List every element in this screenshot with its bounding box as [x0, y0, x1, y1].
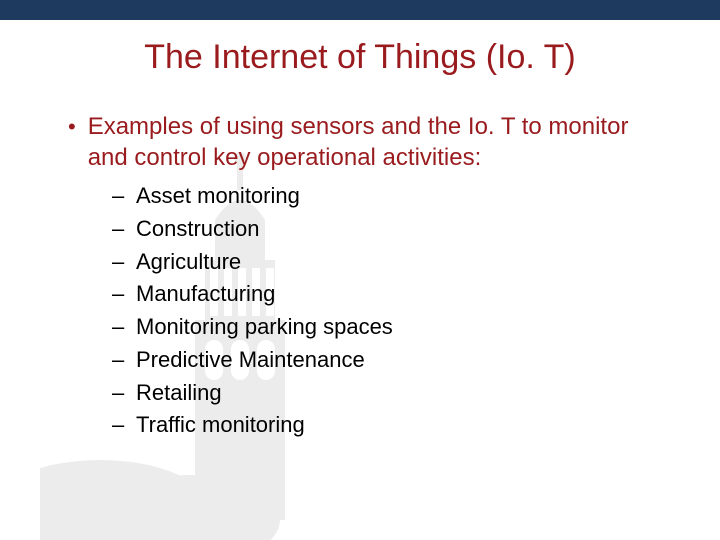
slide-content: The Internet of Things (Io. T) • Example…	[0, 20, 720, 440]
list-item-text: Monitoring parking spaces	[136, 312, 393, 342]
main-bullet: • Examples of using sensors and the Io. …	[68, 111, 670, 173]
top-bar	[0, 0, 720, 20]
list-item-text: Predictive Maintenance	[136, 345, 365, 375]
dash-icon: –	[112, 216, 126, 242]
list-item: – Manufacturing	[112, 279, 670, 309]
list-item: – Monitoring parking spaces	[112, 312, 670, 342]
dash-icon: –	[112, 380, 126, 406]
list-item-text: Retailing	[136, 378, 222, 408]
bullet-dot-icon: •	[68, 113, 76, 142]
list-item-text: Traffic monitoring	[136, 410, 305, 440]
list-item: – Predictive Maintenance	[112, 345, 670, 375]
list-item-text: Manufacturing	[136, 279, 275, 309]
slide-title: The Internet of Things (Io. T)	[70, 38, 650, 77]
sub-list: – Asset monitoring – Construction – Agri…	[112, 181, 670, 440]
main-bullet-text: Examples of using sensors and the Io. T …	[88, 111, 670, 173]
list-item-text: Asset monitoring	[136, 181, 300, 211]
dash-icon: –	[112, 314, 126, 340]
list-item: – Construction	[112, 214, 670, 244]
list-item-text: Construction	[136, 214, 260, 244]
list-item: – Retailing	[112, 378, 670, 408]
dash-icon: –	[112, 412, 126, 438]
list-item: – Traffic monitoring	[112, 410, 670, 440]
list-item: – Agriculture	[112, 247, 670, 277]
dash-icon: –	[112, 347, 126, 373]
dash-icon: –	[112, 183, 126, 209]
dash-icon: –	[112, 249, 126, 275]
list-item: – Asset monitoring	[112, 181, 670, 211]
list-item-text: Agriculture	[136, 247, 241, 277]
dash-icon: –	[112, 281, 126, 307]
